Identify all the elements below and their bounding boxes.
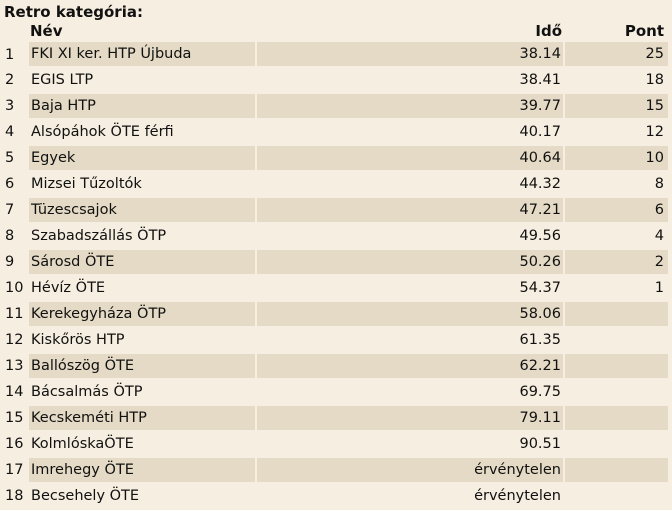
rank-cell: 7	[5, 202, 15, 218]
rank-cell: 8	[5, 228, 15, 244]
points-cell	[563, 353, 668, 380]
rank-cell: 11	[5, 306, 24, 322]
table-row: 18 Becsehely ÖTE érvénytelen	[2, 483, 668, 510]
table-row: 13 Ballószög ÖTE 62.21	[2, 353, 668, 380]
points-cell	[563, 457, 668, 484]
rank-cell: 16	[5, 436, 24, 452]
table-body: 1 FKI XI ker. HTP Újbuda 38.14 25 2 EGIS LTP 3…	[2, 42, 668, 510]
table-row: 15 Kecskeméti HTP 79.11	[2, 405, 668, 432]
time-cell: 90.51	[255, 431, 564, 458]
rank-cell: 2	[5, 72, 15, 88]
rank-cell: 3	[5, 98, 15, 114]
rank-cell: 6	[5, 176, 15, 192]
header-row: Név Idő Pont	[2, 20, 668, 42]
table-row: 3 Baja HTP 39.77 15	[2, 93, 668, 120]
team-name-cell: Alsópáhok ÖTE férfi	[27, 119, 256, 146]
header-points: Pont	[624, 22, 664, 40]
table-row: 14 Bácsalmás ÖTP 69.75	[2, 379, 668, 406]
rank-cell: 5	[5, 150, 15, 166]
rank-cell: 18	[5, 488, 24, 504]
table-row: 7 Tüzescsajok 47.21 6	[2, 197, 668, 224]
points-cell	[563, 379, 668, 406]
time-cell: érvénytelen	[255, 483, 564, 510]
points-cell	[563, 327, 668, 354]
time-cell: 69.75	[255, 379, 564, 406]
table-row: 4 Alsópáhok ÖTE férfi 40.17 12	[2, 119, 668, 146]
team-name-cell: Szabadszállás ÖTP	[27, 223, 256, 250]
time-cell: 47.21	[255, 197, 564, 224]
table-row: 6 Mizsei Tűzoltók 44.32 8	[2, 171, 668, 198]
points-cell: 6	[563, 197, 668, 224]
time-cell: 58.06	[255, 301, 564, 328]
rank-cell: 4	[5, 124, 15, 140]
table-row: 16 KolmlóskaÖTE 90.51	[2, 431, 668, 458]
time-cell: 50.26	[255, 249, 564, 276]
team-name-cell: FKI XI ker. HTP Újbuda	[27, 42, 256, 68]
time-cell: 40.64	[255, 145, 564, 172]
time-cell: 62.21	[255, 353, 564, 380]
team-name-cell: EGIS LTP	[27, 67, 256, 94]
points-cell: 2	[563, 249, 668, 276]
points-cell: 8	[563, 171, 668, 198]
rank-cell: 9	[5, 254, 15, 270]
time-cell: 40.17	[255, 119, 564, 146]
points-cell	[563, 431, 668, 458]
table-row: 9 Sárosd ÖTE 50.26 2	[2, 249, 668, 276]
time-cell: érvénytelen	[255, 457, 564, 484]
team-name-cell: Ballószög ÖTE	[27, 353, 256, 380]
team-name-cell: Baja HTP	[27, 93, 256, 120]
rank-cell: 12	[5, 332, 24, 348]
rank-cell: 14	[5, 384, 24, 400]
time-cell: 44.32	[255, 171, 564, 198]
team-name-cell: Kiskőrös HTP	[27, 327, 256, 354]
points-cell	[563, 405, 668, 432]
points-cell: 25	[563, 42, 668, 68]
table-row: 2 EGIS LTP 38.41 18	[2, 67, 668, 94]
table-row: 12 Kiskőrös HTP 61.35	[2, 327, 668, 354]
team-name-cell: Kerekegyháza ÖTP	[27, 301, 256, 328]
rank-cell: 17	[5, 462, 24, 478]
points-cell: 18	[563, 67, 668, 94]
team-name-cell: Hévíz ÖTE	[27, 275, 256, 302]
team-name-cell: Bácsalmás ÖTP	[27, 379, 256, 406]
table-row: 17 Imrehegy ÖTE érvénytelen	[2, 457, 668, 484]
header-time: Idő	[535, 22, 562, 40]
team-name-cell: Egyek	[27, 145, 256, 172]
points-cell	[563, 483, 668, 510]
time-cell: 61.35	[255, 327, 564, 354]
rank-cell: 1	[5, 46, 15, 63]
rank-cell: 13	[5, 358, 24, 374]
team-name-cell: Sárosd ÖTE	[27, 249, 256, 276]
points-cell: 10	[563, 145, 668, 172]
time-cell: 79.11	[255, 405, 564, 432]
rank-cell: 10	[5, 280, 24, 296]
rank-cell: 15	[5, 410, 24, 426]
table-row: 5 Egyek 40.64 10	[2, 145, 668, 172]
time-cell: 38.41	[255, 67, 564, 94]
table-row: 11 Kerekegyháza ÖTP 58.06	[2, 301, 668, 328]
category-title: Retro kategória:	[4, 3, 143, 21]
points-cell: 15	[563, 93, 668, 120]
team-name-cell: Mizsei Tűzoltók	[27, 171, 256, 198]
team-name-cell: Tüzescsajok	[27, 197, 256, 224]
table-row: 10 Hévíz ÖTE 54.37 1	[2, 275, 668, 302]
points-cell: 1	[563, 275, 668, 302]
points-cell	[563, 301, 668, 328]
header-rank	[2, 20, 28, 42]
time-cell: 38.14	[255, 42, 564, 68]
team-name-cell: KolmlóskaÖTE	[27, 431, 256, 458]
header-name: Név	[30, 22, 63, 40]
points-cell: 12	[563, 119, 668, 146]
results-table: Név Idő Pont 1 FKI XI ker. HTP Újbuda 38.1…	[2, 20, 668, 510]
points-cell: 4	[563, 223, 668, 250]
time-cell: 54.37	[255, 275, 564, 302]
team-name-cell: Becsehely ÖTE	[27, 483, 256, 510]
table-row: 8 Szabadszállás ÖTP 49.56 4	[2, 223, 668, 250]
table-row: 1 FKI XI ker. HTP Újbuda 38.14 25	[2, 42, 668, 68]
time-cell: 49.56	[255, 223, 564, 250]
time-cell: 39.77	[255, 93, 564, 120]
team-name-cell: Kecskeméti HTP	[27, 405, 256, 432]
table-header: Név Idő Pont	[2, 20, 668, 42]
team-name-cell: Imrehegy ÖTE	[27, 457, 256, 484]
